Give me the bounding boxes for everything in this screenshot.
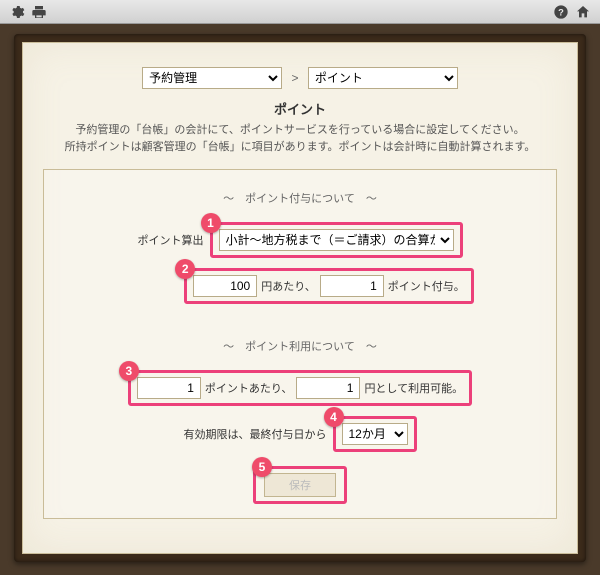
top-toolbar: ? [0, 0, 600, 24]
label-point-grant: ポイント付与。 [388, 278, 465, 294]
desc-line-1: 予約管理の「台帳」の会計にて、ポイントサービスを行っている場合に設定してください… [75, 124, 524, 136]
help-icon[interactable]: ? [552, 3, 570, 21]
section-use-heading: ～ ポイント利用について ～ [60, 338, 540, 354]
svg-text:?: ? [558, 7, 564, 17]
label-calc: ポイント算出 [138, 232, 204, 248]
label-yen-per: 円あたり、 [261, 278, 316, 294]
label-yen-use: 円として利用可能。 [364, 380, 463, 396]
highlight-2: 2 円あたり、 ポイント付与。 [184, 268, 474, 304]
badge-1: 1 [201, 213, 221, 233]
highlight-4: 4 12か月 [333, 416, 417, 452]
paper-panel: 予約管理 > ポイント ポイント 予約管理の「台帳」の会計にて、ポイントサービス… [22, 42, 578, 554]
desc-line-2: 所持ポイントは顧客管理の「台帳」に項目があります。ポイントは会計時に自動計算され… [65, 141, 536, 153]
home-icon[interactable] [574, 3, 592, 21]
expiry-select[interactable]: 12か月 [342, 423, 408, 445]
breadcrumb: 予約管理 > ポイント [43, 67, 557, 89]
yen-per-input[interactable] [193, 275, 257, 297]
badge-3: 3 [119, 361, 139, 381]
label-expiry: 有効期限は、最終付与日から [184, 426, 327, 442]
print-icon[interactable] [30, 3, 48, 21]
point-grant-input[interactable] [320, 275, 384, 297]
settings-panel: ～ ポイント付与について ～ ポイント算出 1 小計～地方税まで（＝ご請求）の合… [43, 169, 557, 519]
save-button[interactable]: 保存 [264, 473, 336, 497]
highlight-5: 5 保存 [253, 466, 347, 504]
outer-frame: 予約管理 > ポイント ポイント 予約管理の「台帳」の会計にて、ポイントサービス… [14, 34, 586, 562]
row-use-rate: 3 ポイントあたり、 円として利用可能。 [60, 370, 540, 406]
breadcrumb-separator: > [291, 71, 298, 85]
label-point-use: ポイントあたり、 [205, 380, 293, 396]
gear-icon[interactable] [8, 3, 26, 21]
badge-5: 5 [252, 457, 272, 477]
page-description: 予約管理の「台帳」の会計にて、ポイントサービスを行っている場合に設定してください… [43, 122, 557, 155]
calc-select[interactable]: 小計～地方税まで（＝ご請求）の合算から [219, 229, 454, 251]
breadcrumb-select-1[interactable]: 予約管理 [142, 67, 282, 89]
badge-4: 4 [324, 407, 344, 427]
page-title: ポイント [43, 99, 557, 118]
badge-2: 2 [175, 259, 195, 279]
section-grant-heading: ～ ポイント付与について ～ [60, 190, 540, 206]
breadcrumb-select-2[interactable]: ポイント [308, 67, 458, 89]
yen-use-input[interactable] [296, 377, 360, 399]
row-grant-rate: 2 円あたり、 ポイント付与。 [60, 268, 540, 304]
highlight-1: 1 小計～地方税まで（＝ご請求）の合算から [210, 222, 463, 258]
highlight-3: 3 ポイントあたり、 円として利用可能。 [128, 370, 472, 406]
row-calc: ポイント算出 1 小計～地方税まで（＝ご請求）の合算から [60, 222, 540, 258]
row-expiry: 有効期限は、最終付与日から 4 12か月 [60, 416, 540, 452]
point-use-input[interactable] [137, 377, 201, 399]
row-save: 5 保存 [60, 466, 540, 504]
